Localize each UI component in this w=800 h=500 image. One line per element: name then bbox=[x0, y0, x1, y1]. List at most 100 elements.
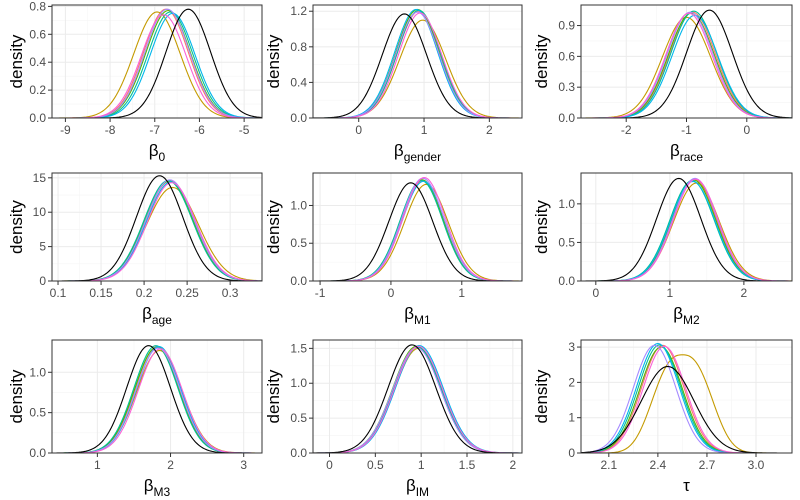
panel-background bbox=[312, 4, 523, 119]
panel-border bbox=[312, 4, 523, 119]
y-tick-label: 0.0 bbox=[558, 274, 575, 288]
y-tick-label: 1.0 bbox=[290, 376, 307, 390]
x-tick-label: 1 bbox=[94, 458, 101, 472]
x-axis-symbol: β bbox=[406, 476, 416, 495]
density-curve-8 bbox=[52, 175, 262, 282]
y-tick-label: 0.3 bbox=[558, 80, 575, 94]
density-curve-7 bbox=[581, 12, 793, 119]
y-axis-title: density bbox=[7, 200, 26, 254]
x-tick-label: 2.4 bbox=[650, 458, 667, 472]
x-tick-label: 1.5 bbox=[459, 458, 476, 472]
panel-border bbox=[51, 339, 263, 454]
x-axis-title: βM2 bbox=[673, 304, 700, 327]
y-tick-label: 1.2 bbox=[290, 4, 307, 18]
y-tick-label: 0.0 bbox=[29, 111, 46, 125]
x-tick-label: 0.25 bbox=[175, 286, 199, 300]
x-axis-symbol: β bbox=[144, 476, 154, 495]
x-axis-subscript: M3 bbox=[154, 485, 171, 499]
y-tick-label: 2 bbox=[568, 375, 575, 389]
x-tick-label: 0 bbox=[388, 286, 395, 300]
x-tick-label: -8 bbox=[105, 123, 116, 137]
y-tick-label: 0.4 bbox=[290, 75, 307, 89]
panel-border bbox=[51, 172, 263, 282]
density-curve-8 bbox=[313, 344, 522, 454]
x-tick-label: 1 bbox=[418, 458, 425, 472]
y-tick-label: 0.5 bbox=[290, 411, 307, 425]
x-axis-title: β0 bbox=[149, 141, 166, 164]
panel-border bbox=[580, 172, 793, 282]
x-axis-subscript: 0 bbox=[159, 150, 166, 164]
x-axis-subscript: M2 bbox=[683, 313, 700, 327]
y-tick-label: 0 bbox=[39, 274, 46, 288]
y-tick-label: 0.2 bbox=[29, 83, 46, 97]
x-axis-symbol: β bbox=[394, 141, 404, 160]
x-tick-label: -5 bbox=[239, 123, 250, 137]
x-tick-label: 2.1 bbox=[600, 458, 617, 472]
y-tick-label: 0.0 bbox=[29, 446, 46, 460]
y-tick-label: 1.0 bbox=[29, 365, 46, 379]
y-axis-title: density bbox=[532, 369, 551, 423]
x-axis-title: βM1 bbox=[404, 304, 431, 327]
panel-background bbox=[312, 172, 523, 282]
x-tick-label: 0 bbox=[355, 123, 362, 137]
y-tick-label: 0.5 bbox=[558, 235, 575, 249]
y-tick-label: 0.9 bbox=[558, 19, 575, 33]
y-tick-label: 0.0 bbox=[290, 446, 307, 460]
x-tick-label: 0 bbox=[743, 123, 750, 137]
x-tick-label: 3.0 bbox=[748, 458, 765, 472]
y-tick-label: 3 bbox=[568, 340, 575, 354]
x-tick-label: 1 bbox=[458, 286, 465, 300]
x-tick-label: 1 bbox=[666, 286, 673, 300]
density-curve-2 bbox=[51, 11, 263, 119]
y-tick-label: 0.0 bbox=[290, 274, 307, 288]
x-tick-label: -9 bbox=[60, 123, 71, 137]
y-tick-label: 1 bbox=[568, 411, 575, 425]
x-tick-label: 0.5 bbox=[367, 458, 384, 472]
y-tick-label: 0.0 bbox=[290, 111, 307, 125]
density-curve-7 bbox=[313, 345, 522, 454]
y-axis-title: density bbox=[7, 34, 26, 88]
x-tick-label: 0.2 bbox=[136, 286, 153, 300]
panel-border bbox=[580, 339, 793, 454]
panel-background bbox=[51, 339, 263, 454]
x-tick-label: 0 bbox=[592, 286, 599, 300]
x-axis-subscript: IM bbox=[416, 485, 429, 499]
x-tick-label: 2 bbox=[509, 458, 516, 472]
y-axis-title: density bbox=[264, 200, 283, 254]
y-tick-label: 0.5 bbox=[29, 406, 46, 420]
y-tick-label: 0.6 bbox=[558, 49, 575, 63]
x-axis-subscript: race bbox=[680, 150, 704, 164]
x-tick-label: 2.7 bbox=[699, 458, 716, 472]
x-tick-label: -7 bbox=[149, 123, 160, 137]
panel-5: -1 0 1 0.0 0.5 1.0 density βM1 bbox=[264, 172, 523, 327]
y-tick-label: 0.0 bbox=[558, 111, 575, 125]
panel-border bbox=[312, 339, 523, 454]
x-tick-label: -1 bbox=[315, 286, 326, 300]
x-tick-label: 2 bbox=[167, 458, 174, 472]
x-axis-title: τ bbox=[683, 476, 690, 495]
panel-9: 2.1 2.4 2.7 3.0 0 1 2 3 density τ bbox=[532, 339, 793, 495]
panel-3: -2 -1 0 0.0 0.3 0.6 0.9 density βrace bbox=[532, 4, 793, 164]
y-tick-label: 0 bbox=[568, 446, 575, 460]
panel-border bbox=[312, 172, 523, 282]
x-axis-symbol: β bbox=[149, 141, 159, 160]
x-tick-label: 2 bbox=[486, 123, 493, 137]
y-tick-label: 0.5 bbox=[290, 236, 307, 250]
y-axis-title: density bbox=[264, 34, 283, 88]
x-tick-label: 0 bbox=[326, 458, 333, 472]
y-tick-label: 0.8 bbox=[290, 40, 307, 54]
x-tick-label: -1 bbox=[681, 123, 692, 137]
y-axis-title: density bbox=[532, 34, 551, 88]
y-tick-label: 0.4 bbox=[29, 55, 46, 69]
x-tick-label: 3 bbox=[240, 458, 247, 472]
x-axis-subscript: M1 bbox=[414, 313, 431, 327]
panel-6: 0 1 2 0.0 0.5 1.0 density βM2 bbox=[532, 172, 793, 327]
panel-background bbox=[51, 4, 263, 119]
y-axis-title: density bbox=[532, 200, 551, 254]
x-axis-title: βM3 bbox=[144, 476, 171, 499]
y-tick-label: 1.0 bbox=[290, 198, 307, 212]
panel-4: 0.1 0.15 0.2 0.25 0.3 0 5 10 15 density βage bbox=[7, 171, 263, 327]
x-axis-subscript: gender bbox=[404, 150, 441, 164]
